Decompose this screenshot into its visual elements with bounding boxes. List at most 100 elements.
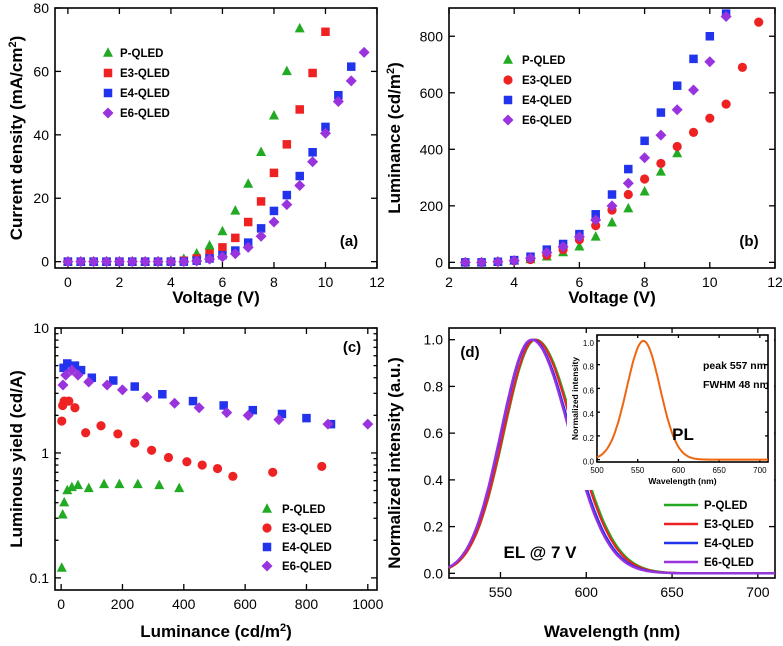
a-point-p-qled bbox=[217, 225, 228, 236]
a-point-e6-qled bbox=[191, 255, 203, 267]
b-y-tick-label: 800 bbox=[420, 28, 444, 44]
d-legend-label: E3-QLED bbox=[704, 519, 754, 531]
c-point-e6-qled bbox=[362, 418, 374, 430]
a-point-e3-qled bbox=[321, 27, 330, 37]
c-point-p-qled bbox=[154, 479, 165, 490]
d-inset-x-tick-label: 500 bbox=[590, 466, 604, 475]
c-point-e6-qled bbox=[169, 397, 181, 409]
d-y-axis-title: Normalized intensity (a.u.) bbox=[385, 357, 404, 569]
c-point-e3-qled bbox=[81, 428, 91, 438]
a-x-tick-label: 0 bbox=[64, 274, 72, 290]
b-point-e6-qled bbox=[590, 214, 602, 226]
b-point-e3-qled bbox=[688, 127, 699, 137]
b-legend-marker-p-qled bbox=[503, 54, 513, 64]
c-y-tick-label: 0.1 bbox=[30, 570, 50, 586]
a-point-p-qled bbox=[281, 65, 292, 76]
c-x-tick-label: 400 bbox=[172, 596, 196, 612]
d-y-tick-label: 0.0 bbox=[424, 565, 444, 581]
c-point-e3-qled bbox=[57, 416, 67, 426]
a-point-e4-qled bbox=[346, 62, 356, 71]
d-inset-x-tick-label: 550 bbox=[631, 466, 645, 475]
c-point-e3-qled bbox=[317, 461, 327, 472]
a-legend-marker-e4-qled bbox=[103, 88, 113, 98]
a-panel-label: (a) bbox=[340, 233, 358, 250]
a-point-e4-qled bbox=[269, 206, 279, 216]
d-annotation: EL @ 7 V bbox=[504, 543, 578, 562]
a-point-e6-qled bbox=[101, 256, 113, 268]
c-point-e3-qled bbox=[64, 396, 74, 406]
a-point-p-qled bbox=[268, 110, 279, 120]
c-point-e4-qled bbox=[70, 361, 80, 370]
c-point-e4-qled bbox=[158, 389, 167, 399]
c-legend-label: P-QLED bbox=[282, 504, 325, 516]
c-point-p-qled bbox=[62, 484, 73, 495]
b-point-e6-qled bbox=[492, 256, 504, 268]
c-legend-marker-e4-qled bbox=[262, 542, 272, 552]
c-legend-label: E3-QLED bbox=[282, 523, 332, 535]
d-inset-peak-text: peak 557 nm bbox=[703, 360, 766, 372]
a-point-e3-qled bbox=[231, 233, 240, 243]
a-point-p-qled bbox=[256, 146, 267, 157]
d-x-tick-label: 650 bbox=[660, 584, 684, 600]
c-point-e3-qled bbox=[113, 429, 123, 439]
a-x-axis-title: Voltage (V) bbox=[172, 288, 260, 307]
d-x-tick-label: 600 bbox=[575, 584, 599, 600]
a-y-tick-label: 40 bbox=[33, 127, 49, 143]
a-legend-label: E3-QLED bbox=[120, 68, 170, 80]
a-point-e6-qled bbox=[332, 96, 344, 108]
a-point-e6-qled bbox=[204, 253, 216, 265]
c-point-e3-qled bbox=[182, 457, 192, 467]
d-inset-y-axis-title: Normalized intensity bbox=[570, 357, 580, 440]
a-point-e6-qled bbox=[229, 248, 241, 260]
b-point-e4-qled bbox=[705, 32, 715, 41]
d-legend-label: E6-QLED bbox=[704, 557, 754, 569]
b-point-e3-qled bbox=[754, 17, 764, 27]
a-point-p-qled bbox=[243, 178, 254, 188]
b-point-e6-qled bbox=[557, 241, 569, 253]
c-point-p-qled bbox=[99, 478, 110, 489]
b-point-e6-qled bbox=[704, 56, 716, 68]
a-x-tick-label: 2 bbox=[116, 274, 124, 290]
b-x-tick-label: 6 bbox=[576, 274, 584, 290]
a-point-e4-qled bbox=[282, 190, 292, 200]
d-inset-y-tick-label: 0.8 bbox=[583, 363, 595, 372]
a-point-e4-qled bbox=[256, 224, 266, 233]
d-inset-y-tick-label: 1.0 bbox=[583, 339, 595, 348]
a-y-tick-label: 60 bbox=[33, 63, 49, 79]
c-y-tick-label: 10 bbox=[33, 320, 49, 336]
b-point-e3-qled bbox=[656, 158, 666, 169]
c-point-e4-qled bbox=[248, 405, 258, 415]
a-point-p-qled bbox=[204, 240, 215, 250]
b-point-e3-qled bbox=[623, 189, 633, 200]
b-point-e3-qled bbox=[591, 221, 601, 231]
b-point-p-qled bbox=[574, 241, 585, 251]
a-point-e6-qled bbox=[281, 199, 293, 211]
c-point-e3-qled bbox=[96, 421, 106, 431]
b-y-axis-title: Luminance (cd/m2) bbox=[385, 62, 404, 214]
c-point-e3-qled bbox=[228, 471, 238, 481]
b-point-e6-qled bbox=[525, 252, 536, 264]
a-point-e6-qled bbox=[75, 256, 87, 268]
c-point-p-qled bbox=[57, 509, 68, 519]
b-legend-marker-e3-qled bbox=[503, 75, 513, 85]
d-panel-label: (d) bbox=[460, 344, 479, 361]
c-point-e6-qled bbox=[193, 402, 205, 414]
d-legend-label: E4-QLED bbox=[704, 538, 754, 550]
a-point-e6-qled bbox=[62, 256, 74, 268]
b-point-e3-qled bbox=[705, 113, 715, 123]
a-point-e3-qled bbox=[295, 105, 304, 114]
c-point-e6-qled bbox=[101, 379, 113, 391]
c-y-tick-label: 1 bbox=[41, 445, 49, 461]
a-point-e6-qled bbox=[178, 256, 190, 268]
c-point-e4-qled bbox=[87, 373, 97, 382]
d-inset-y-tick-label: 0.0 bbox=[583, 458, 595, 467]
a-point-e4-qled bbox=[334, 90, 343, 100]
c-point-e6-qled bbox=[66, 364, 78, 376]
a-point-e3-qled bbox=[308, 68, 317, 78]
c-point-e4-qled bbox=[277, 409, 287, 419]
a-point-e6-qled bbox=[242, 241, 254, 253]
d-y-tick-label: 0.8 bbox=[424, 378, 444, 394]
panel-a: 0 2 4 6 8 10 12 0 20 40 60 80 Voltage (V) Current den… bbox=[7, 0, 385, 307]
c-x-tick-label: 200 bbox=[111, 596, 135, 612]
d-inset-fwhm-text: FWHM 48 nm bbox=[703, 379, 769, 391]
